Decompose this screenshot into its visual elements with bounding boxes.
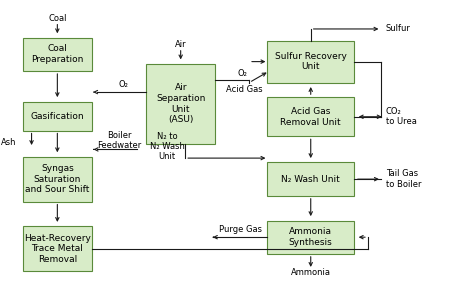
Text: Air
Separation
Unit
(ASU): Air Separation Unit (ASU) [156,83,205,124]
Text: CO₂
to Urea: CO₂ to Urea [386,107,417,127]
Text: O₂: O₂ [118,80,129,89]
FancyBboxPatch shape [267,221,354,254]
Text: Gasification: Gasification [31,112,84,120]
Text: Acid Gas: Acid Gas [226,85,263,94]
Text: Boiler
Feedwater: Boiler Feedwater [97,131,141,150]
Text: Air: Air [175,40,186,50]
FancyBboxPatch shape [22,38,92,71]
Text: N₂ to
N₂ Wash
Unit: N₂ to N₂ Wash Unit [150,132,185,161]
FancyBboxPatch shape [22,101,92,131]
FancyBboxPatch shape [22,157,92,202]
Text: Coal: Coal [48,14,67,23]
FancyBboxPatch shape [267,162,354,196]
FancyBboxPatch shape [146,64,215,144]
Text: O₂: O₂ [237,69,247,78]
Text: Ash: Ash [1,138,17,147]
Text: Coal
Preparation: Coal Preparation [31,45,84,64]
FancyBboxPatch shape [267,40,354,83]
Text: Ammonia
Synthesis: Ammonia Synthesis [289,227,333,247]
Text: Acid Gas
Removal Unit: Acid Gas Removal Unit [280,107,341,127]
Text: Sulfur: Sulfur [386,24,411,33]
FancyBboxPatch shape [267,97,354,136]
Text: Purge Gas: Purge Gas [218,225,262,234]
Text: Tail Gas
to Boiler: Tail Gas to Boiler [386,169,421,189]
Text: Heat-Recovery
Trace Metal
Removal: Heat-Recovery Trace Metal Removal [24,234,91,264]
Text: Syngas
Saturation
and Sour Shift: Syngas Saturation and Sour Shift [25,164,90,194]
Text: Ammonia: Ammonia [291,268,331,277]
Text: Sulfur Recovery
Unit: Sulfur Recovery Unit [275,52,347,71]
Text: N₂ Wash Unit: N₂ Wash Unit [281,175,340,184]
FancyBboxPatch shape [22,226,92,271]
